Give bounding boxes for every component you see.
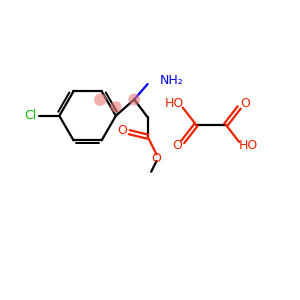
Text: HO: HO <box>238 139 258 152</box>
Text: NH₂: NH₂ <box>160 74 184 87</box>
Text: O: O <box>118 124 128 137</box>
Text: O: O <box>152 152 161 165</box>
Text: HO: HO <box>165 98 184 110</box>
Circle shape <box>128 94 140 105</box>
Circle shape <box>110 101 122 112</box>
Circle shape <box>94 93 106 106</box>
Text: O: O <box>172 139 182 152</box>
Text: Cl: Cl <box>24 109 36 122</box>
Text: O: O <box>240 98 250 110</box>
